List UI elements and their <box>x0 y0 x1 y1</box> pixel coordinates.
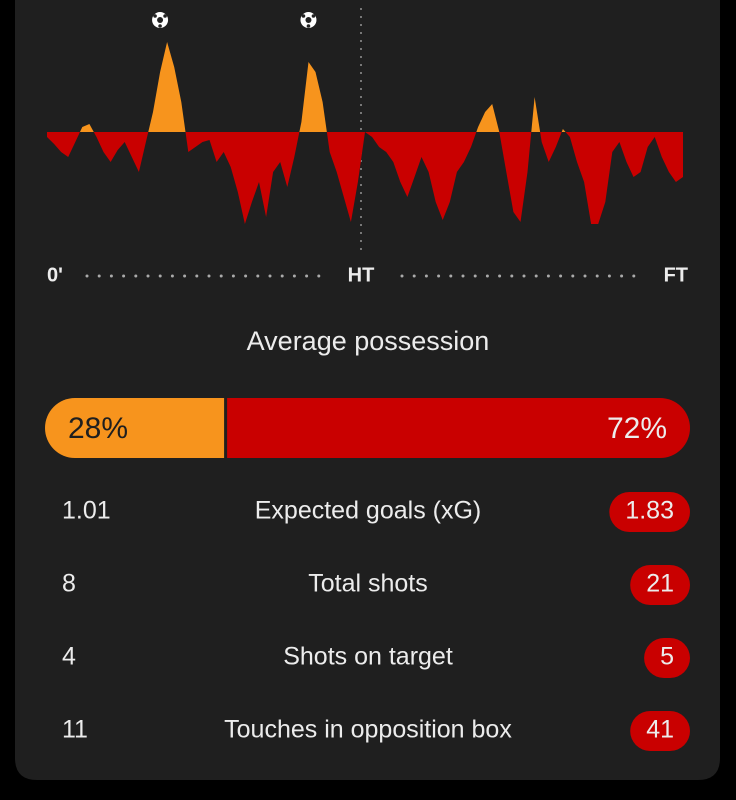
ball-patch <box>311 14 316 18</box>
possession-home-label: 28% <box>68 412 128 445</box>
dot <box>620 274 624 278</box>
away-stat: 5 <box>660 643 674 671</box>
dot <box>424 274 428 278</box>
home-stat: 4 <box>62 643 76 671</box>
home-stat: 8 <box>62 570 76 598</box>
stat-label: Touches in opposition box <box>224 716 512 744</box>
dot <box>534 274 538 278</box>
dot <box>231 274 235 278</box>
dot <box>109 274 113 278</box>
dot <box>583 274 587 278</box>
dot <box>207 274 211 278</box>
stat-label: Expected goals (xG) <box>255 497 482 525</box>
away-pill <box>630 565 690 605</box>
dot <box>498 274 502 278</box>
end-label: FT <box>664 264 688 286</box>
goal-icon <box>300 12 317 28</box>
ball-patch <box>163 14 167 18</box>
dot <box>97 274 101 278</box>
dot <box>146 274 150 278</box>
dot <box>449 274 453 278</box>
dot <box>595 274 599 278</box>
dot <box>473 274 477 278</box>
away-stat: 41 <box>646 716 674 744</box>
dot <box>219 274 223 278</box>
away-stat: 21 <box>646 570 674 598</box>
dot <box>632 274 636 278</box>
dot <box>256 274 260 278</box>
ball-patch <box>153 14 157 18</box>
away-stat: 1.83 <box>625 497 674 525</box>
dot <box>571 274 575 278</box>
dot <box>280 274 284 278</box>
home-stat: 11 <box>62 716 88 744</box>
dot <box>546 274 550 278</box>
dot <box>183 274 187 278</box>
stat-label: Total shots <box>308 570 428 598</box>
dot <box>158 274 162 278</box>
away-pill <box>609 492 690 532</box>
dot <box>461 274 465 278</box>
dot <box>195 274 199 278</box>
away-pill <box>630 711 690 751</box>
ball-patch <box>301 14 306 18</box>
half-label: HT <box>348 264 375 286</box>
dot <box>412 274 416 278</box>
dot <box>437 274 441 278</box>
ball-patch <box>158 24 162 28</box>
dot <box>122 274 126 278</box>
dot <box>244 274 248 278</box>
dot <box>485 274 489 278</box>
dot <box>85 274 89 278</box>
possession-away-label: 72% <box>607 412 667 445</box>
ball-patch <box>305 17 312 23</box>
start-label: 0' <box>47 264 63 286</box>
stat-label: Shots on target <box>283 643 453 671</box>
possession-home <box>45 398 225 458</box>
card <box>15 0 720 780</box>
dot <box>134 274 138 278</box>
possession-away <box>227 398 690 458</box>
dot <box>170 274 174 278</box>
home-stat: 1.01 <box>62 497 111 525</box>
dot <box>400 274 404 278</box>
away-pill <box>644 638 690 678</box>
ball-patch <box>306 24 311 28</box>
dot <box>268 274 272 278</box>
goal-icon <box>152 12 169 28</box>
momentum-home <box>47 42 683 132</box>
dot <box>522 274 526 278</box>
momentum-away <box>47 132 683 224</box>
dot <box>292 274 296 278</box>
dot <box>607 274 611 278</box>
dot <box>559 274 563 278</box>
timeline-dots <box>85 274 636 278</box>
dot <box>305 274 309 278</box>
dot <box>317 274 321 278</box>
possession-title: Average possession <box>247 326 490 356</box>
ball-patch <box>157 17 164 23</box>
dot <box>510 274 514 278</box>
